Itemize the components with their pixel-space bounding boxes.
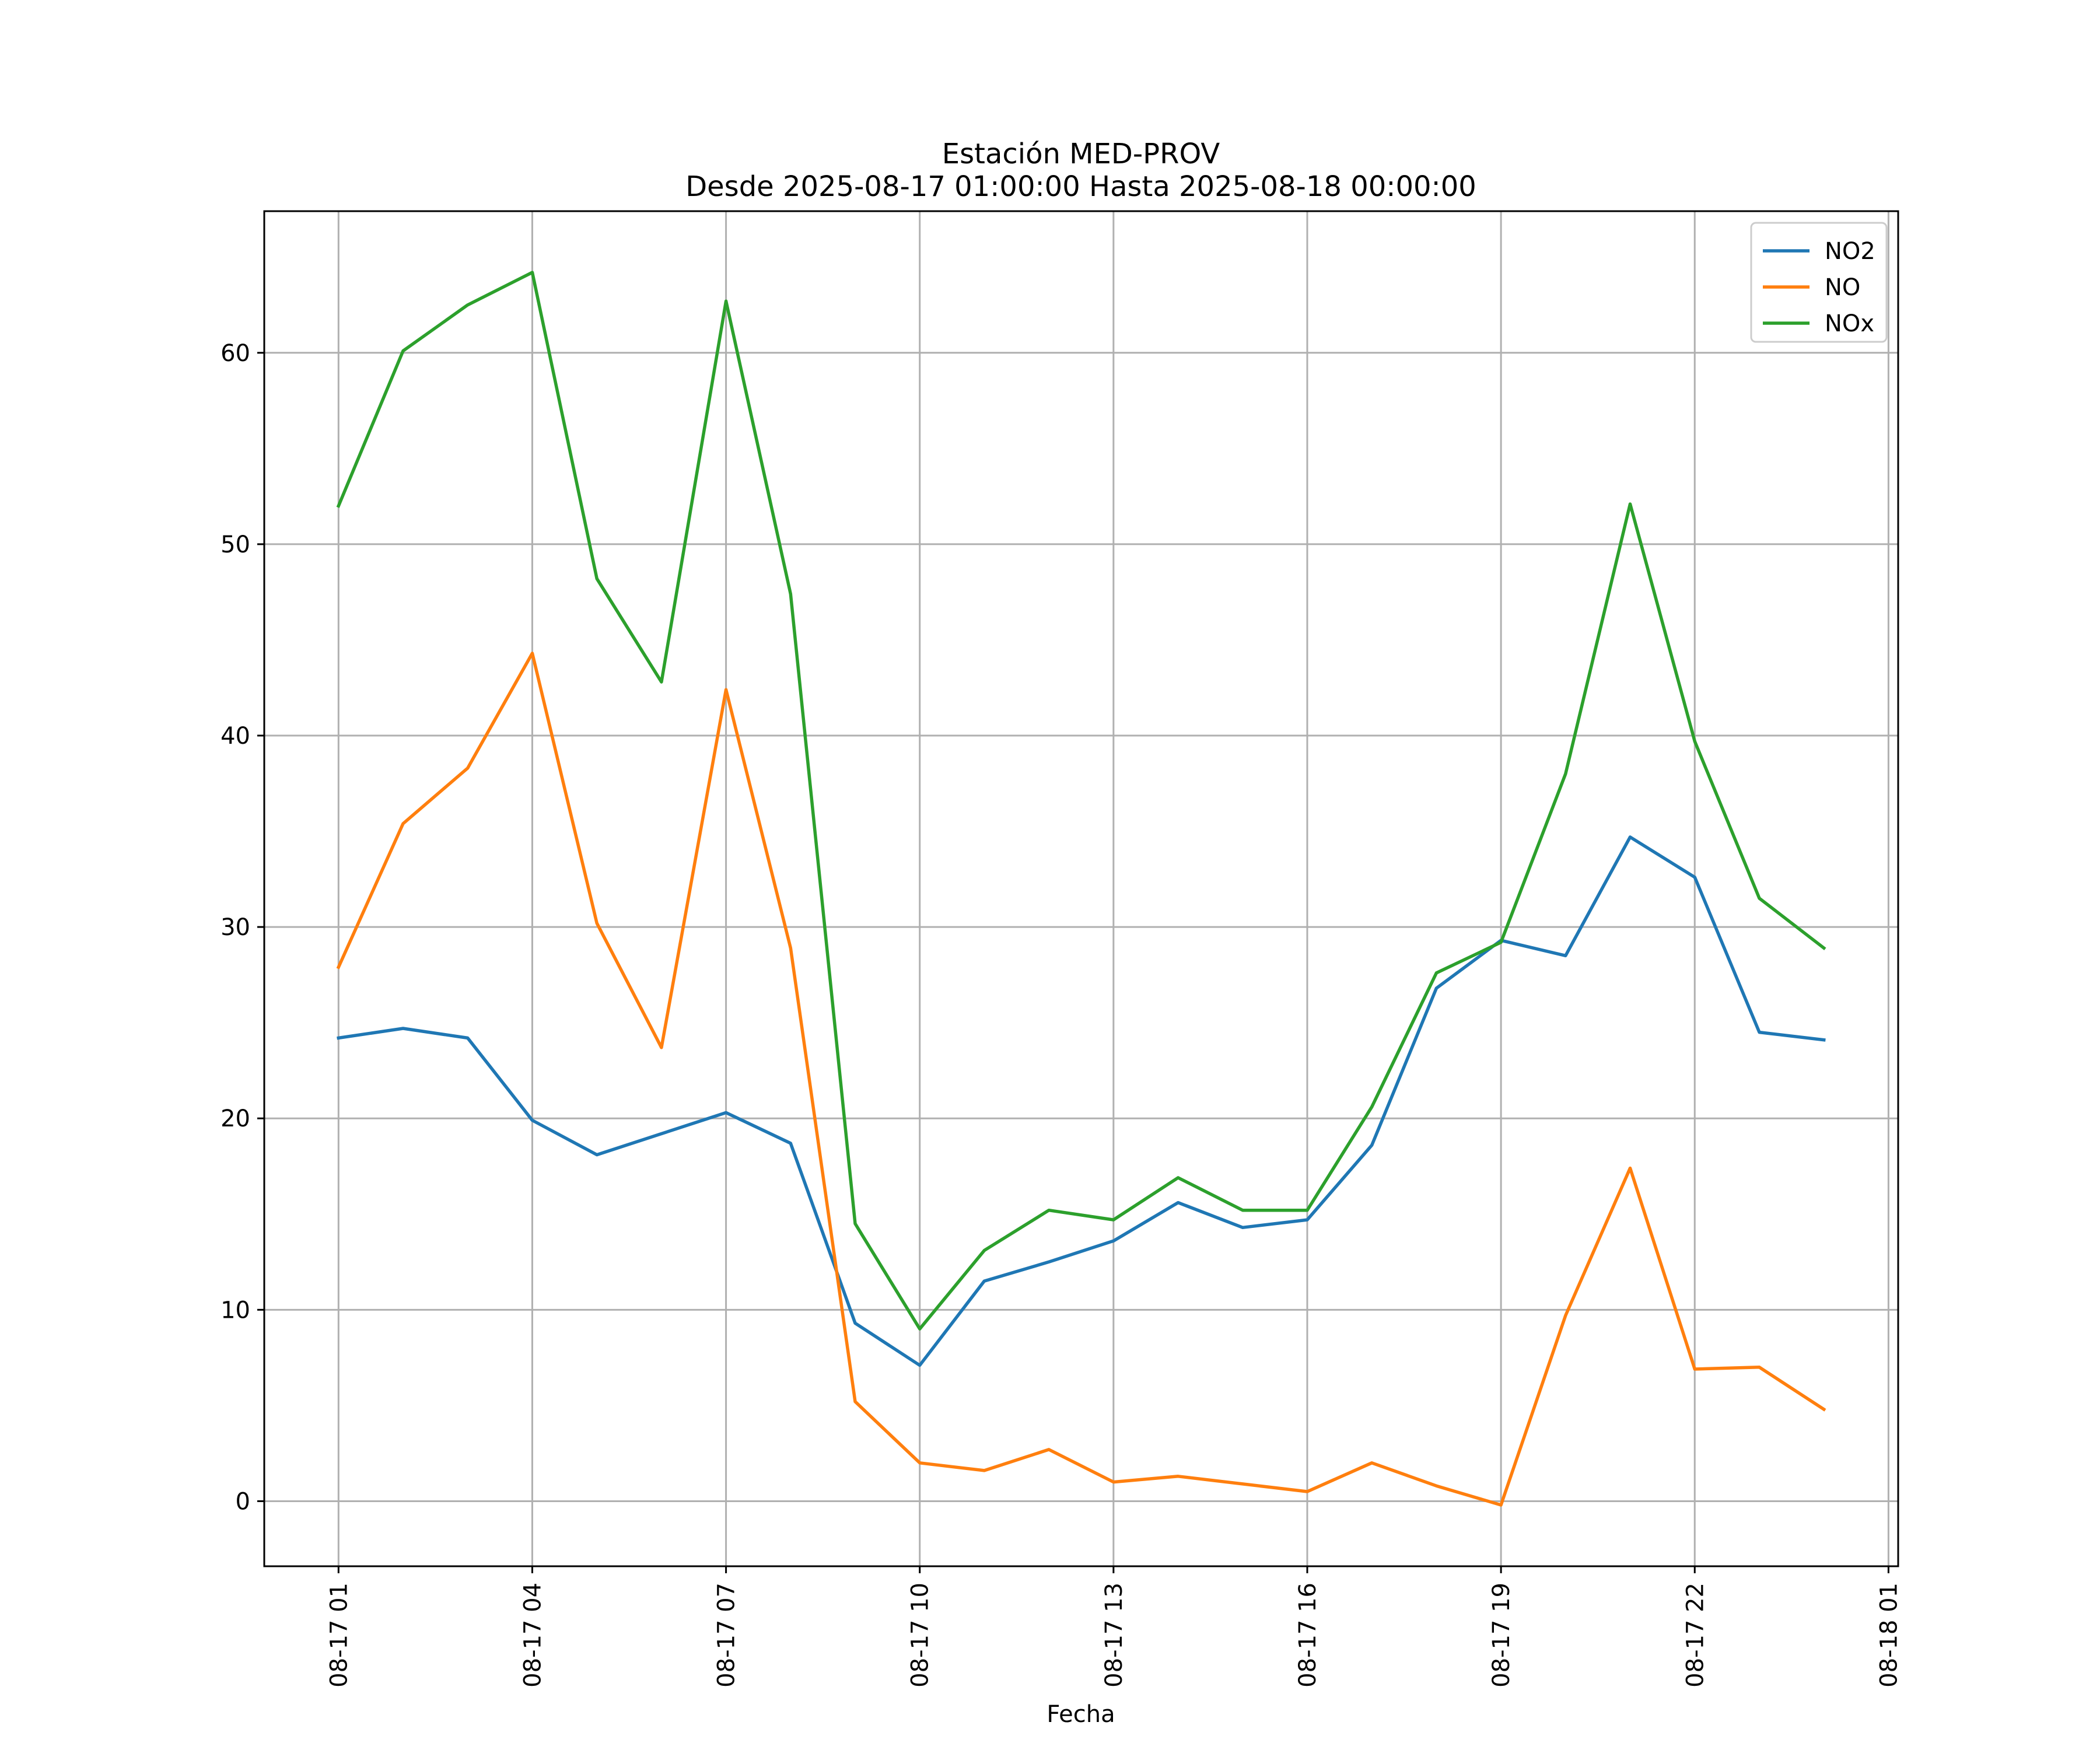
y-tick-label: 60 [220, 340, 250, 367]
legend-label-no2: NO2 [1825, 238, 1875, 265]
y-tick-label: 10 [220, 1297, 250, 1324]
grid [264, 211, 1898, 1566]
legend-label-nox: NOx [1825, 310, 1874, 337]
x-axis-ticks: 08-17 01 08-17 04 08-17 07 08-17 10 08-17 13… [326, 1566, 1902, 1688]
x-tick-label: 08-17 22 [1682, 1583, 1709, 1688]
x-tick-label: 08-17 07 [713, 1583, 740, 1688]
chart-title: Estación MED-PROV [942, 138, 1220, 170]
y-axis-ticks: 0 10 20 30 40 50 60 [220, 340, 264, 1515]
series-line-no [336, 652, 1826, 1507]
x-tick-label: 08-17 13 [1101, 1583, 1128, 1688]
legend-box [1750, 222, 1888, 343]
chart-subtitle: Desde 2025-08-17 01:00:00 Hasta 2025-08-… [685, 170, 1476, 203]
y-tick-label: 30 [220, 914, 250, 941]
y-tick-label: 50 [220, 531, 250, 558]
x-tick-label: 08-18 01 [1875, 1583, 1902, 1688]
y-tick-label: 20 [220, 1105, 250, 1132]
series-line-nox [336, 271, 1826, 1331]
x-tick-label: 08-17 16 [1294, 1583, 1321, 1688]
legend: NO2 NO NOx [1750, 222, 1888, 343]
x-axis-label: Fecha [1046, 1701, 1115, 1728]
x-tick-label: 08-17 10 [907, 1583, 934, 1688]
y-tick-label: 40 [220, 723, 250, 750]
legend-label-no: NO [1825, 274, 1860, 301]
series-lines [336, 271, 1826, 1507]
x-tick-label: 08-17 01 [326, 1583, 352, 1688]
series-line-no2 [337, 835, 1826, 1367]
plot-frame [263, 210, 1899, 1567]
x-tick-label: 08-17 04 [519, 1583, 546, 1688]
y-tick-label: 0 [236, 1488, 250, 1515]
x-tick-label: 08-17 19 [1488, 1583, 1515, 1688]
